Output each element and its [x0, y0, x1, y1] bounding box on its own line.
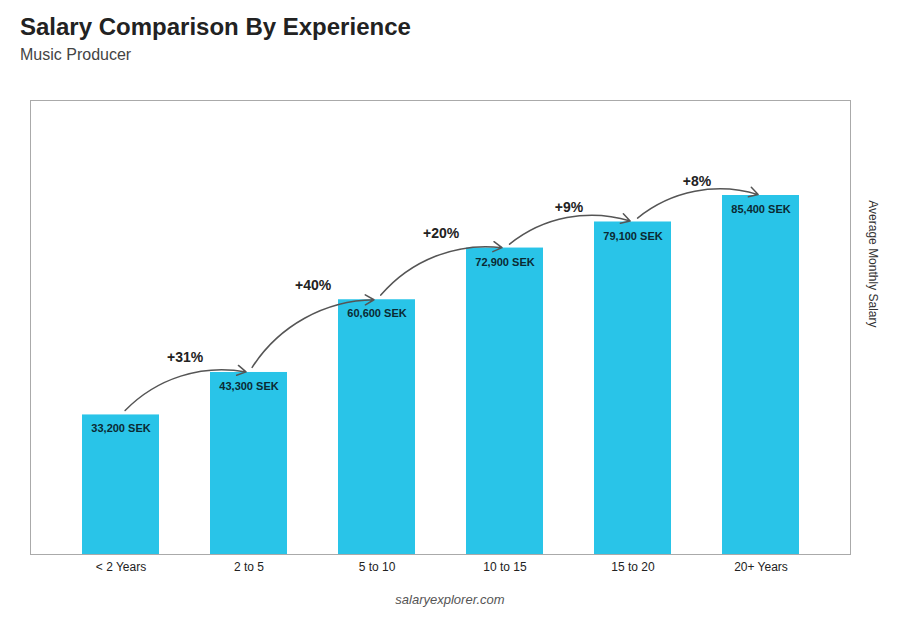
svg-text:< 2 Years: < 2 Years: [96, 560, 146, 574]
svg-text:5 to 10: 5 to 10: [359, 560, 396, 574]
svg-text:+20%: +20%: [423, 225, 460, 241]
html-text:Salary Comparison By Experienc: Salary Comparison By Experience: [20, 13, 411, 40]
svg-text:43,300 SEK: 43,300 SEK: [219, 380, 278, 392]
svg-text:60,600 SEK: 60,600 SEK: [347, 307, 406, 319]
svg-text:72,900 SEK: 72,900 SEK: [475, 256, 534, 268]
svg-text:15 to 20: 15 to 20: [611, 560, 655, 574]
svg-text:+40%: +40%: [295, 277, 332, 293]
html-text:Music Producer: Music Producer: [20, 46, 132, 63]
svg-text:20+ Years: 20+ Years: [734, 560, 788, 574]
svg-text:85,400 SEK: 85,400 SEK: [731, 203, 790, 215]
svg-text:Average Monthly Salary: Average Monthly Salary: [866, 200, 880, 327]
svg-text:33,200 SEK: 33,200 SEK: [91, 422, 150, 434]
svg-text:10 to 15: 10 to 15: [483, 560, 527, 574]
svg-text:2 to 5: 2 to 5: [234, 560, 264, 574]
html-text:salaryexplorer.com: salaryexplorer.com: [395, 592, 505, 607]
svg-text:+8%: +8%: [683, 173, 712, 189]
svg-text:79,100 SEK: 79,100 SEK: [603, 230, 662, 242]
svg-text:+9%: +9%: [555, 199, 584, 215]
svg-text:+31%: +31%: [167, 349, 204, 365]
